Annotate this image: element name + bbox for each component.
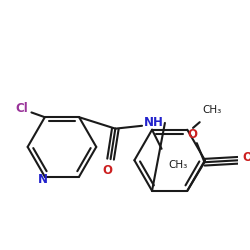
Text: CH₃: CH₃ xyxy=(202,105,222,115)
Text: O: O xyxy=(103,164,113,177)
Text: Cl: Cl xyxy=(16,102,28,115)
Text: O: O xyxy=(187,128,197,141)
Text: N: N xyxy=(38,173,48,186)
Text: O: O xyxy=(242,151,250,164)
Text: CH₃: CH₃ xyxy=(168,160,188,170)
Text: NH: NH xyxy=(144,116,164,130)
